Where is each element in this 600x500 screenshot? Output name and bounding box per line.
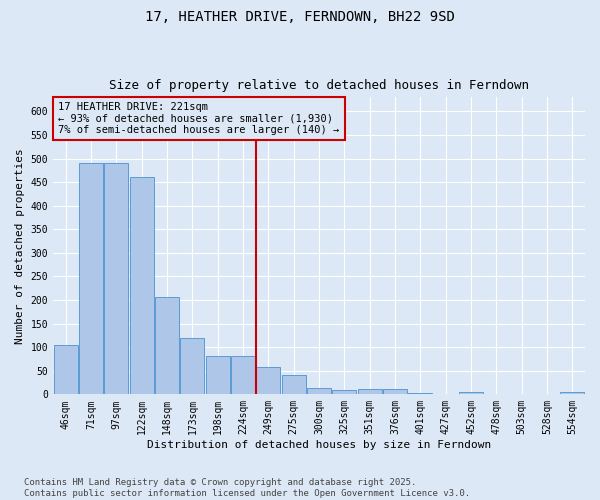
Bar xyxy=(256,368,280,394)
X-axis label: Distribution of detached houses by size in Ferndown: Distribution of detached houses by size … xyxy=(147,440,491,450)
Bar xyxy=(383,389,407,394)
Bar xyxy=(181,338,205,394)
Y-axis label: Number of detached properties: Number of detached properties xyxy=(15,148,25,344)
Bar xyxy=(560,392,584,394)
Text: Contains HM Land Registry data © Crown copyright and database right 2025.
Contai: Contains HM Land Registry data © Crown c… xyxy=(24,478,470,498)
Bar xyxy=(206,356,230,395)
Bar xyxy=(53,345,78,395)
Title: Size of property relative to detached houses in Ferndown: Size of property relative to detached ho… xyxy=(109,79,529,92)
Bar xyxy=(231,356,255,395)
Bar xyxy=(104,164,128,394)
Text: 17 HEATHER DRIVE: 221sqm
← 93% of detached houses are smaller (1,930)
7% of semi: 17 HEATHER DRIVE: 221sqm ← 93% of detach… xyxy=(58,102,340,135)
Bar xyxy=(155,296,179,394)
Bar xyxy=(79,164,103,394)
Bar xyxy=(130,178,154,394)
Bar xyxy=(358,389,382,394)
Bar xyxy=(281,376,306,394)
Bar xyxy=(459,392,483,394)
Text: 17, HEATHER DRIVE, FERNDOWN, BH22 9SD: 17, HEATHER DRIVE, FERNDOWN, BH22 9SD xyxy=(145,10,455,24)
Bar xyxy=(307,388,331,394)
Bar xyxy=(332,390,356,394)
